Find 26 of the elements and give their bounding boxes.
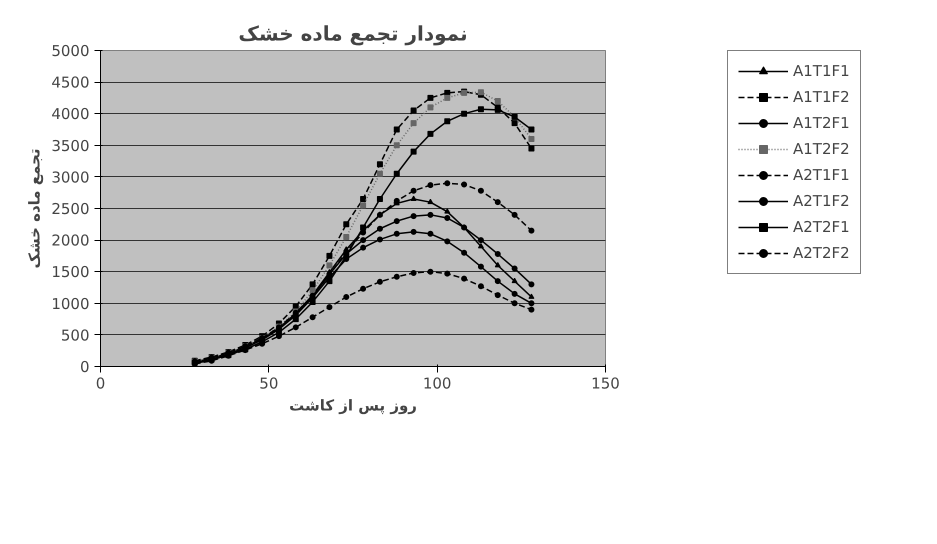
legend-label: A2T2F2 <box>793 244 850 262</box>
x-tick-label: 50 <box>259 374 278 392</box>
y-tick-label: 4500 <box>51 74 90 92</box>
y-tick-label: 1000 <box>51 294 90 313</box>
y-tick-label: 2000 <box>51 232 90 250</box>
y-tick-label: 3000 <box>51 168 90 186</box>
y-tick-label: 2500 <box>51 200 90 218</box>
legend-label: A1T2F2 <box>793 140 850 158</box>
x-tick-label: 0 <box>96 374 106 392</box>
legend-label: A2T1F1 <box>793 166 850 184</box>
y-tick-label: 4000 <box>51 105 90 124</box>
y-tick-label: 0 <box>80 358 90 376</box>
y-tick-label: 3500 <box>51 136 90 155</box>
legend-label: A1T2F1 <box>793 114 850 132</box>
legend-label: A1T1F1 <box>793 62 850 80</box>
legend-label: A1T1F2 <box>793 88 850 106</box>
chart-title: نمودار تجمع ماده خشک <box>238 22 468 46</box>
x-tick-label: 100 <box>422 374 452 392</box>
legend-label: A2T1F2 <box>793 192 850 210</box>
y-tick-label: 500 <box>60 326 90 344</box>
x-tick-label: 150 <box>591 374 620 392</box>
y-tick-label: 5000 <box>51 42 90 60</box>
legend-label: A2T2F1 <box>793 218 850 236</box>
y-tick-label: 1500 <box>51 263 90 282</box>
x-axis-title: روز پس از کاشت <box>289 396 417 414</box>
y-axis-title: تجمع ماده خشک <box>25 148 44 269</box>
